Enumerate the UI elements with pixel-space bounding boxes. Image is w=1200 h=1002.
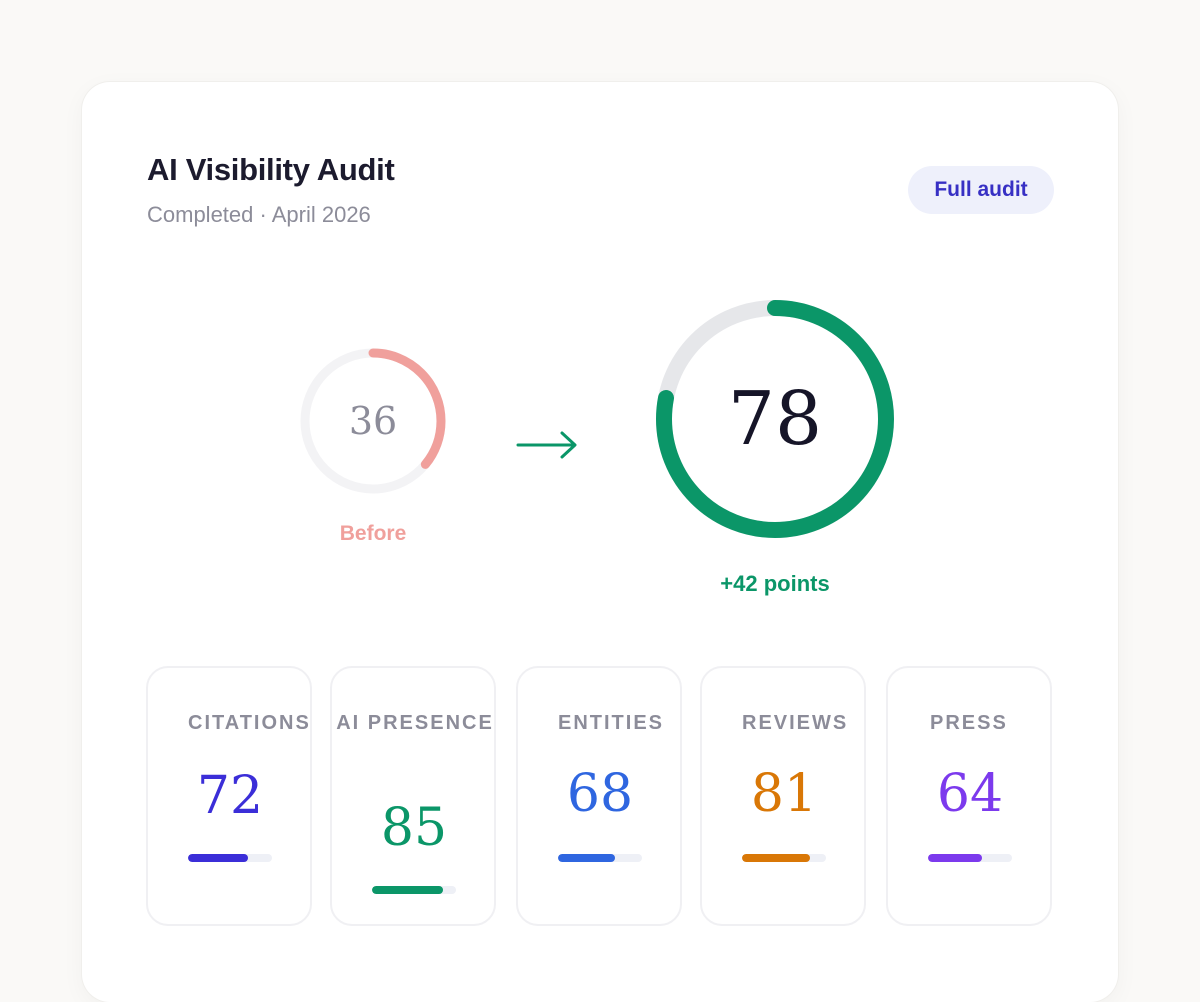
metric-progress-bar	[558, 854, 642, 862]
metric-progress-fill	[558, 854, 616, 862]
before-label: Before	[339, 522, 407, 545]
before-score-gauge	[300, 348, 446, 494]
metric-value: 64	[936, 764, 1004, 824]
full-audit-badge[interactable]: Full audit	[908, 166, 1054, 214]
before-score-arc	[300, 348, 446, 494]
metric-value: 81	[750, 764, 818, 824]
metric-card-press[interactable]: PRESS 64	[886, 666, 1052, 926]
after-score-value: 78	[727, 376, 823, 462]
metric-label: ENTITIES	[558, 712, 665, 734]
after-score-gauge	[656, 300, 894, 538]
metric-card-entities[interactable]: ENTITIES 68	[516, 666, 682, 926]
metric-progress-fill	[372, 886, 444, 894]
metric-progress-fill	[742, 854, 811, 862]
metric-card-citations[interactable]: CITATIONS 72	[146, 666, 312, 926]
metric-progress-bar	[928, 854, 1012, 862]
audit-status: Completed · April 2026	[147, 202, 371, 227]
metric-label: REVIEWS	[742, 712, 849, 734]
metric-progress-bar	[742, 854, 826, 862]
page-title: AI Visibility Audit	[147, 152, 395, 187]
metric-card-reviews[interactable]: REVIEWS 81	[700, 666, 866, 926]
metric-progress-fill	[928, 854, 982, 862]
after-score-arc	[656, 300, 894, 538]
metric-progress-bar	[372, 886, 456, 894]
before-score-value: 36	[348, 399, 398, 443]
metric-progress-fill	[188, 854, 249, 862]
score-change: +42 points	[720, 571, 830, 596]
metric-progress-bar	[188, 854, 272, 862]
audit-card: AI Visibility Audit Completed · April 20…	[82, 82, 1118, 1002]
metric-card-ai-presence[interactable]: AI PRESENCE 85	[330, 666, 496, 926]
metric-label: CITATIONS	[188, 712, 311, 734]
metric-label: AI PRESENCE	[336, 712, 494, 734]
arrow-right-icon	[516, 431, 577, 459]
metric-value: 85	[380, 798, 448, 858]
metric-value: 72	[196, 766, 264, 826]
metric-value: 68	[566, 764, 634, 824]
metric-label: PRESS	[930, 712, 1008, 734]
